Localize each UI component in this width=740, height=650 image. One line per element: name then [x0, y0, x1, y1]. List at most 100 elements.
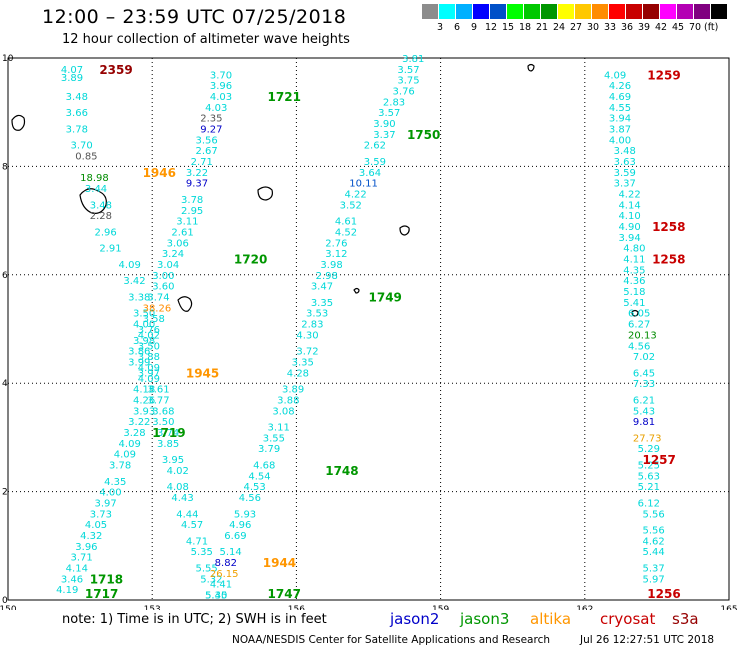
wave-height-reading: 3.12: [325, 249, 347, 260]
wave-height-reading: 4.36: [623, 276, 645, 287]
wave-height-reading: 3.75: [397, 76, 419, 87]
wave-height-reading: 27.73: [633, 433, 662, 444]
x-tick-label: 159: [432, 605, 449, 610]
y-tick-label: 6: [2, 271, 8, 281]
wave-height-reading: 3.70: [210, 70, 232, 81]
scale-label: 70: [688, 22, 702, 33]
scale-label: 3: [436, 22, 444, 33]
generated-timestamp: Jul 26 12:27:51 UTC 2018: [580, 634, 715, 646]
island-outline: [257, 186, 273, 201]
wave-height-reading: 5.63: [638, 471, 660, 482]
wave-height-reading: 4.11: [623, 255, 645, 266]
wave-height-reading: 4.00: [609, 135, 631, 146]
wave-height-reading: 3.42: [123, 276, 145, 287]
y-tick-label: 8: [2, 162, 8, 172]
wave-height-reading: 5.44: [642, 547, 664, 558]
pass-time-label: 1748: [325, 464, 358, 478]
wave-height-reading: 5.43: [633, 406, 655, 417]
wave-height-reading: 3.37: [614, 179, 636, 190]
wave-height-reading: 3.98: [320, 260, 342, 271]
wave-height-reading: 6.27: [628, 320, 650, 331]
wave-height-reading: 3.22: [186, 168, 208, 179]
wave-height-reading: 4.02: [167, 466, 189, 477]
wave-height-reading: 2.83: [301, 320, 323, 331]
wave-height-reading: 4.14: [66, 563, 88, 574]
wave-height-reading: 4.71: [186, 536, 208, 547]
wave-height-reading: 3.57: [397, 65, 419, 76]
scale-swatch: [643, 4, 659, 19]
wave-height-reading: 6.05: [628, 309, 650, 320]
scale-label: 15: [501, 22, 515, 33]
wave-height-reading: 3.97: [138, 368, 160, 379]
wave-height-reading: 4.62: [642, 536, 664, 547]
pass-time-label: 1750: [407, 128, 440, 142]
wave-height-reading: 3.94: [618, 233, 640, 244]
scale-swatch: [507, 4, 523, 19]
wave-height-reading: 3.48: [66, 92, 88, 103]
wave-height-reading: 4.22: [618, 190, 640, 201]
x-tick-label: 162: [576, 605, 593, 610]
island-outline: [177, 296, 193, 312]
wave-height-reading: 4.09: [138, 363, 160, 374]
wave-height-reading: 4.09: [114, 450, 136, 461]
grid-lines: [8, 58, 729, 600]
plot-frame: [7, 57, 730, 601]
wave-height-reading: 3.58: [143, 314, 165, 325]
wave-height-reading: 3.78: [181, 195, 203, 206]
wave-height-reading: 4.80: [623, 244, 645, 255]
wave-height-reading: 5.29: [638, 444, 660, 455]
island-outline: [79, 188, 107, 214]
wave-height-reading: 3.72: [296, 347, 318, 358]
island-outline: [353, 287, 360, 294]
wave-height-reading: 3.88: [138, 352, 160, 363]
wave-height-reading: 3.70: [70, 141, 92, 152]
wave-height-reading: 6.12: [638, 498, 660, 509]
wave-height-reading: 2.91: [99, 244, 121, 255]
scale-swatch: [473, 4, 489, 19]
wave-height-reading: 3.55: [263, 433, 285, 444]
wave-height-reading: 3.44: [85, 184, 107, 195]
wave-height-reading: 4.35: [104, 477, 126, 488]
wave-height-reading: 4.09: [119, 260, 141, 271]
pass-time-labels: 2359 1721 1750 1946 1720 1749 1945 1719 1748 1718…: [85, 63, 686, 601]
wave-height-reading: 4.52: [335, 227, 357, 238]
wave-height-reading: 3.74: [157, 428, 179, 439]
wave-height-reading: 4.57: [181, 520, 203, 531]
wave-height-reading: 4.09: [119, 439, 141, 450]
x-tick-label: 165: [720, 605, 737, 610]
wave-height-reading: 3.76: [393, 87, 415, 98]
wave-height-reading: 2.67: [195, 146, 217, 157]
wave-height-reading: 3.59: [364, 157, 386, 168]
wave-height-reading: 2.98: [316, 271, 338, 282]
x-tick-label: 150: [0, 605, 17, 610]
wave-height-reading: 3.35: [311, 298, 333, 309]
wave-height-reading: 3.60: [152, 282, 174, 293]
map-title: 12:00 – 23:59 UTC 07/25/2018: [42, 6, 347, 28]
wave-height-reading: 4.02: [138, 330, 160, 341]
wave-height-reading: 3.38: [128, 292, 150, 303]
scale-swatch: [439, 4, 455, 19]
wave-height-reading: 3.68: [152, 406, 174, 417]
wave-height-reading: 6.69: [224, 531, 246, 542]
mission-label-jason2: jason2: [390, 610, 440, 628]
wave-height-reading: 4.61: [335, 217, 357, 228]
wave-height-reading: 3.35: [292, 358, 314, 369]
wave-height-reading: 3.97: [95, 498, 117, 509]
wave-height-reading: 4.90: [618, 222, 640, 233]
pass-time-label: 1259: [647, 68, 680, 82]
wave-height-reading: 10.11: [349, 179, 378, 190]
scale-label: 45: [671, 22, 685, 33]
wave-height-reading: 6.21: [633, 395, 655, 406]
scale-label: 33: [603, 22, 617, 33]
scale-label: 36: [620, 22, 634, 33]
wave-height-reading: 3.53: [306, 309, 328, 320]
wave-height-reading: 5.35: [191, 547, 213, 558]
wave-height-reading: 3.87: [609, 124, 631, 135]
scale-swatch: [575, 4, 591, 19]
island-outline: [527, 63, 535, 72]
pass-time-label: 1945: [186, 366, 219, 380]
wave-height-reading: 4.32: [80, 531, 102, 542]
wave-height-reading: 2.76: [325, 238, 347, 249]
wave-height-reading: 38.26: [143, 303, 172, 314]
pass-time-label: 2359: [99, 63, 132, 77]
